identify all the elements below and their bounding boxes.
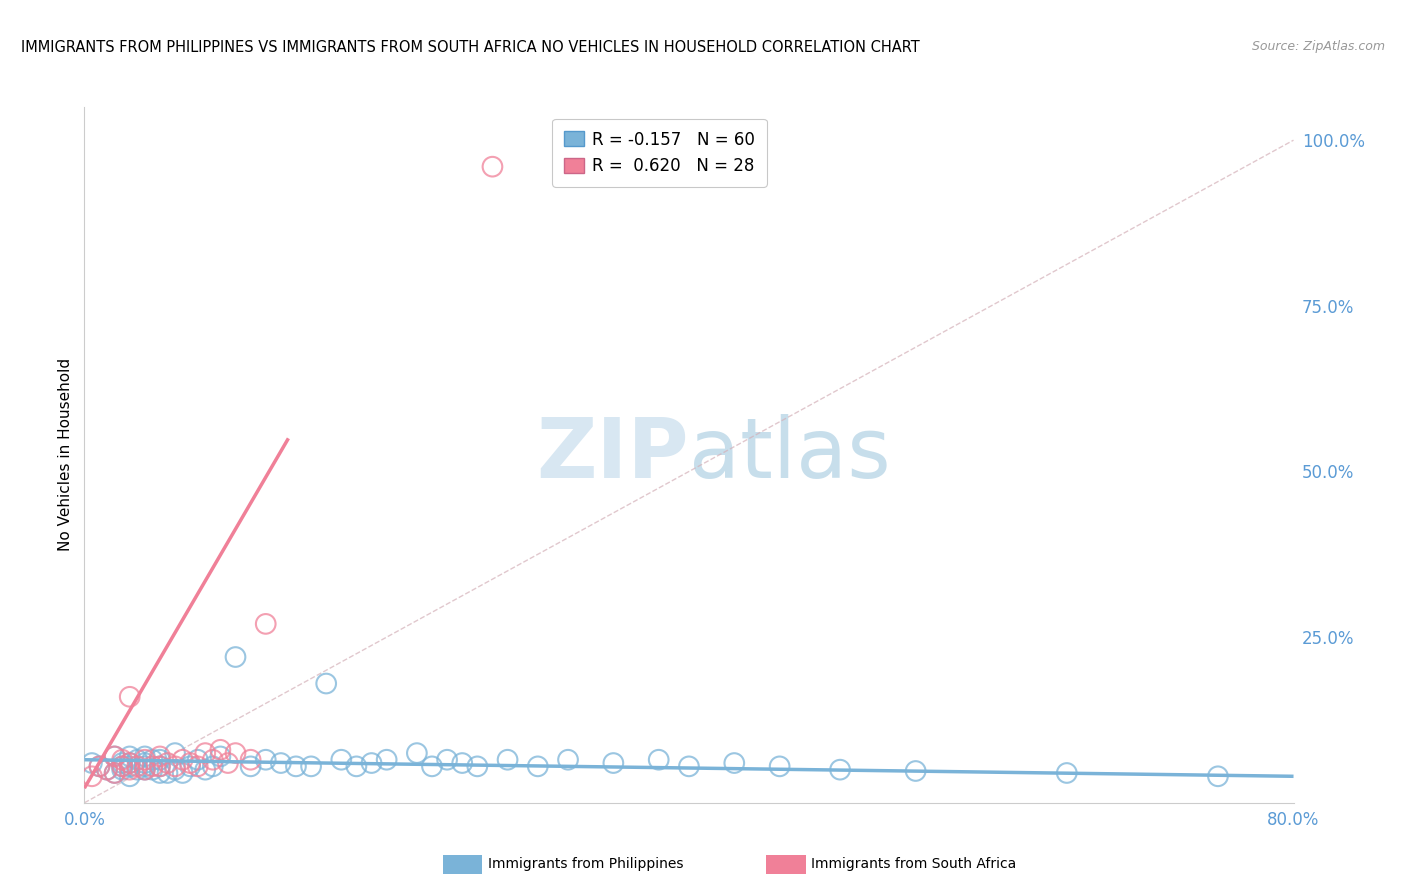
Point: [209, 743, 232, 757]
Point: [481, 160, 503, 174]
Point: [194, 763, 217, 777]
Y-axis label: No Vehicles in Household: No Vehicles in Household: [58, 359, 73, 551]
Point: [96, 763, 118, 777]
Point: [172, 766, 194, 780]
Point: [134, 749, 156, 764]
Point: [830, 763, 852, 777]
Point: [104, 749, 127, 764]
Point: [89, 759, 111, 773]
Point: [254, 616, 277, 631]
Point: [239, 753, 262, 767]
Point: [179, 759, 201, 773]
Point: [201, 759, 224, 773]
Point: [149, 759, 172, 773]
Point: [141, 753, 163, 767]
Point: [225, 746, 247, 760]
Point: [179, 756, 201, 770]
Point: [80, 769, 103, 783]
Text: Source: ZipAtlas.com: Source: ZipAtlas.com: [1251, 40, 1385, 54]
Text: ZIP: ZIP: [537, 415, 689, 495]
Point: [225, 650, 247, 665]
Point: [187, 753, 209, 767]
Point: [187, 759, 209, 773]
Point: [406, 746, 429, 760]
Point: [104, 766, 127, 780]
Point: [149, 753, 172, 767]
Point: [89, 759, 111, 773]
Point: [769, 759, 792, 773]
Point: [375, 753, 398, 767]
Point: [165, 759, 187, 773]
Point: [557, 753, 579, 767]
Point: [134, 753, 156, 767]
Point: [201, 753, 224, 767]
Point: [678, 759, 700, 773]
Point: [496, 753, 519, 767]
Point: [118, 749, 141, 764]
Point: [149, 766, 172, 780]
Point: [648, 753, 671, 767]
Point: [134, 759, 156, 773]
Point: [134, 763, 156, 777]
Point: [141, 759, 163, 773]
Point: [217, 756, 239, 770]
Point: [346, 759, 368, 773]
Point: [602, 756, 624, 770]
Text: IMMIGRANTS FROM PHILIPPINES VS IMMIGRANTS FROM SOUTH AFRICA NO VEHICLES IN HOUSE: IMMIGRANTS FROM PHILIPPINES VS IMMIGRANT…: [21, 40, 920, 55]
Point: [127, 753, 149, 767]
Point: [80, 756, 103, 770]
Text: Immigrants from South Africa: Immigrants from South Africa: [811, 857, 1017, 871]
Point: [904, 764, 927, 778]
Point: [127, 759, 149, 773]
Point: [149, 759, 172, 773]
Point: [436, 753, 458, 767]
Text: atlas: atlas: [689, 415, 890, 495]
Point: [209, 749, 232, 764]
Point: [104, 749, 127, 764]
Point: [134, 756, 156, 770]
Point: [165, 763, 187, 777]
Point: [330, 753, 353, 767]
Point: [149, 749, 172, 764]
Point: [467, 759, 489, 773]
Point: [527, 759, 550, 773]
Point: [360, 756, 382, 770]
Point: [118, 763, 141, 777]
Point: [118, 756, 141, 770]
Point: [285, 759, 308, 773]
Point: [156, 766, 179, 780]
Point: [156, 756, 179, 770]
Point: [141, 763, 163, 777]
Point: [172, 753, 194, 767]
Point: [270, 756, 292, 770]
Point: [239, 759, 262, 773]
Point: [254, 753, 277, 767]
Point: [118, 756, 141, 770]
Point: [118, 759, 141, 773]
Point: [111, 763, 134, 777]
Point: [127, 763, 149, 777]
Point: [111, 759, 134, 773]
Text: Immigrants from Philippines: Immigrants from Philippines: [488, 857, 683, 871]
Point: [118, 769, 141, 783]
Point: [194, 746, 217, 760]
Point: [1056, 766, 1078, 780]
Point: [315, 676, 337, 690]
Point: [299, 759, 322, 773]
Point: [1206, 769, 1229, 783]
Point: [451, 756, 474, 770]
Point: [96, 763, 118, 777]
Legend: R = -0.157   N = 60, R =  0.620   N = 28: R = -0.157 N = 60, R = 0.620 N = 28: [553, 119, 766, 186]
Point: [104, 766, 127, 780]
Point: [165, 746, 187, 760]
Point: [118, 690, 141, 704]
Point: [420, 759, 443, 773]
Point: [111, 759, 134, 773]
Point: [134, 763, 156, 777]
Point: [723, 756, 745, 770]
Point: [111, 756, 134, 770]
Point: [111, 753, 134, 767]
